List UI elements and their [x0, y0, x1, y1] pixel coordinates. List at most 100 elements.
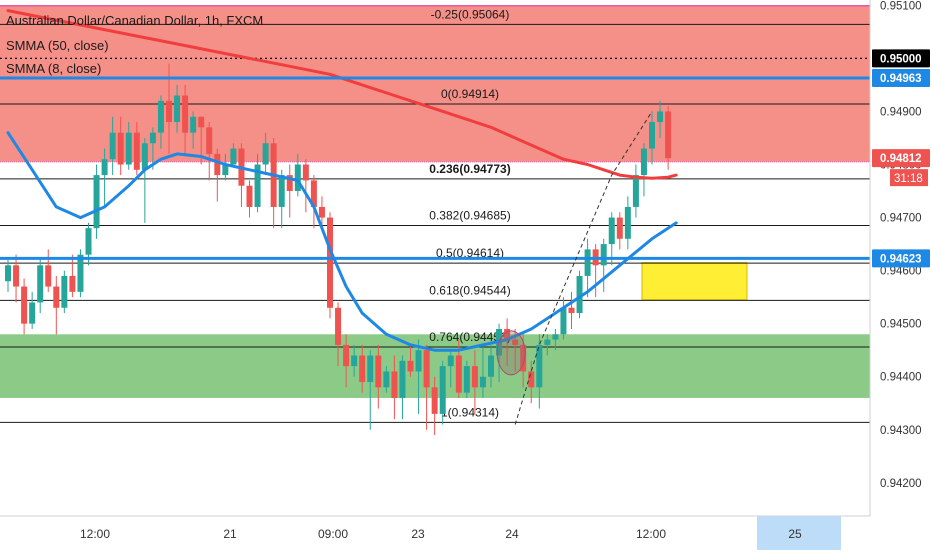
- time-tick-label: 24: [505, 527, 519, 541]
- fib-label: 0(0.94914): [441, 87, 499, 101]
- candle-body: [649, 122, 655, 149]
- indicator-smma-8[interactable]: SMMA (8, close): [6, 61, 101, 76]
- candle-body: [504, 328, 511, 340]
- smma-50-line: [6, 9, 678, 180]
- line-level-tag: 0.94623: [880, 253, 922, 265]
- candle-body: [13, 265, 20, 287]
- highlight-ellipse: [496, 330, 526, 376]
- candle-body: [536, 344, 543, 388]
- price-tick-label: 0.94700: [880, 213, 922, 225]
- candle-body: [190, 116, 197, 133]
- time-axis[interactable]: 12:00 21 09:00 23 24 12:00 25: [0, 515, 870, 550]
- time-tick-label: 21: [223, 527, 237, 541]
- fib-label: 0.382(0.94685): [429, 209, 510, 223]
- price-tick-label: 0.94400: [880, 372, 922, 384]
- candle-body: [488, 355, 494, 377]
- candle-body: [141, 143, 148, 170]
- candle-body: [431, 387, 438, 414]
- candle-body: [166, 100, 172, 123]
- time-axis-background: [0, 516, 870, 550]
- candle-body: [278, 175, 285, 207]
- time-tick-label: 12:00: [636, 527, 666, 541]
- last-price-tag-background: [872, 149, 930, 168]
- candle-body: [351, 355, 358, 367]
- candle-body: [576, 275, 583, 314]
- candle-body: [214, 153, 221, 176]
- candle-body: [632, 175, 639, 207]
- candlestick-series: [5, 63, 672, 436]
- candle-body: [93, 175, 100, 229]
- resistance-zone: [0, 5, 870, 162]
- candle-body: [391, 371, 398, 398]
- candle-body: [45, 265, 52, 287]
- candle-body: [367, 355, 374, 383]
- candle-body: [463, 366, 470, 393]
- candle-body: [584, 249, 591, 276]
- candle-body: [600, 244, 607, 266]
- candle-body: [157, 100, 164, 133]
- fib-label: 0.236(0.94773): [429, 162, 510, 176]
- candle-body: [149, 132, 156, 144]
- price-tick-label: 0.95100: [880, 0, 922, 12]
- chart-header: Australian Dollar/Canadian Dollar, 1h, F…: [6, 13, 263, 76]
- candle-body: [327, 217, 333, 308]
- time-tick-label: 09:00: [318, 527, 348, 541]
- projection-path: [514, 111, 653, 425]
- round-level-tag: 0.95000: [880, 53, 922, 65]
- candle-body: [407, 360, 414, 372]
- candle-body: [77, 254, 84, 292]
- smma8-level-tag: 0.94963: [880, 73, 922, 85]
- candle-body: [616, 217, 623, 239]
- candle-body: [512, 339, 519, 345]
- time-tick-label: 23: [411, 527, 425, 541]
- smma8-level-tag-background: [872, 69, 930, 87]
- candle-body: [29, 302, 36, 324]
- candle-body: [262, 143, 269, 165]
- price-axis[interactable]: 0.951000.950000.949000.948000.947000.946…: [869, 0, 932, 550]
- candle-body: [455, 355, 462, 393]
- countdown-background: [890, 169, 928, 187]
- candle-body: [294, 164, 301, 192]
- candle-body: [246, 185, 253, 207]
- price-tick-label: 0.94900: [880, 106, 922, 118]
- candle-body: [423, 350, 430, 388]
- candle-body: [5, 265, 11, 282]
- candle-body: [415, 350, 422, 372]
- countdown-label: 31:18: [894, 173, 923, 185]
- candle-body: [230, 148, 237, 165]
- candle-body: [343, 344, 350, 367]
- candle-body: [479, 376, 486, 388]
- candle-body: [222, 164, 229, 176]
- indicator-smma-50[interactable]: SMMA (50, close): [6, 38, 109, 53]
- smma-8-line: [6, 131, 678, 352]
- candle-body: [286, 175, 293, 192]
- candle-body: [37, 265, 44, 303]
- time-range-highlight: [757, 516, 841, 550]
- candle-body: [624, 206, 631, 239]
- candle-body: [552, 334, 559, 340]
- candle-body: [53, 286, 60, 308]
- smma-lines: [0, 9, 870, 352]
- candle-body: [528, 371, 535, 388]
- candle-body: [117, 132, 124, 165]
- round-level-tag-background: [872, 49, 930, 68]
- candle-body: [544, 339, 551, 345]
- candle-body: [310, 180, 317, 207]
- fib-label: 0.5(0.94614): [436, 246, 504, 260]
- candle-body: [665, 111, 672, 159]
- candle-body: [471, 366, 478, 388]
- candle-body: [302, 164, 309, 181]
- price-tick-label: 0.94300: [880, 425, 922, 437]
- time-tick-label: 12:00: [80, 527, 110, 541]
- candle-body: [520, 344, 527, 372]
- candle-body: [657, 111, 664, 123]
- price-tick-label: 0.94200: [880, 478, 922, 490]
- candle-body: [640, 148, 647, 176]
- candle-body: [335, 307, 342, 345]
- fib-label: 0.618(0.94544): [429, 283, 510, 297]
- candle-body: [125, 132, 132, 165]
- candle-body: [254, 164, 261, 207]
- candle-body: [359, 355, 366, 383]
